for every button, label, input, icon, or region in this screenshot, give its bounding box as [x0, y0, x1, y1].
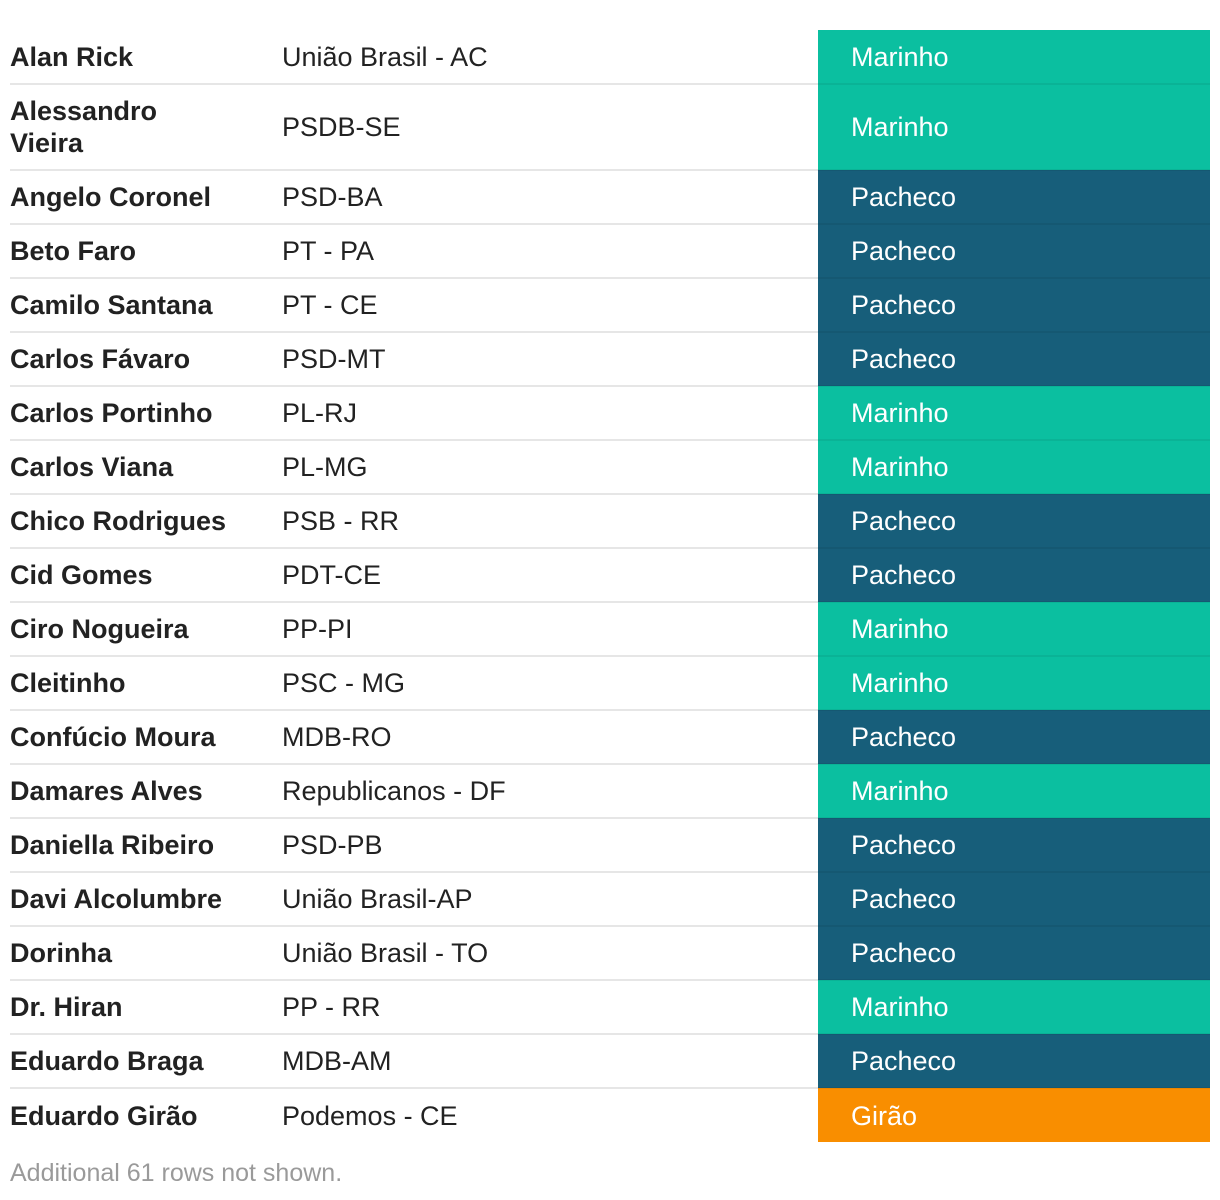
vote-cell: Marinho — [818, 440, 1210, 495]
table-row: Eduardo Girão Podemos - CE Girão — [10, 1088, 1210, 1142]
name-cell: Davi Alcolumbre — [10, 872, 282, 927]
party-cell: PP-PI — [282, 602, 818, 657]
table-row: Alan Rick União Brasil - AC Marinho — [10, 30, 1210, 85]
table-row: Carlos Viana PL-MG Marinho — [10, 440, 1210, 495]
name-cell: Cleitinho — [10, 656, 282, 711]
vote-cell: Marinho — [818, 764, 1210, 819]
name-cell: Eduardo Girão — [10, 1100, 198, 1131]
table-row: Daniella Ribeiro PSD-PB Pacheco — [10, 818, 1210, 873]
party-cell: PSB - RR — [282, 494, 818, 549]
party-cell: Podemos - CE — [282, 1100, 458, 1131]
vote-cell: Pacheco — [818, 170, 1210, 225]
table-row: Ciro Nogueira PP-PI Marinho — [10, 602, 1210, 657]
table-row: Damares Alves Republicanos - DF Marinho — [10, 764, 1210, 819]
name-cell: Alessandro Vieira — [10, 84, 282, 171]
party-cell: MDB-RO — [282, 710, 818, 765]
table-row: Angelo Coronel PSD-BA Pacheco — [10, 170, 1210, 225]
name-cell: Camilo Santana — [10, 278, 282, 333]
name-cell: Angelo Coronel — [10, 170, 282, 225]
name-cell: Carlos Fávaro — [10, 332, 282, 387]
vote-cell: Pacheco — [818, 1034, 1210, 1089]
vote-cell: Marinho — [818, 980, 1210, 1035]
name-cell: Damares Alves — [10, 764, 282, 819]
party-cell: PSD-MT — [282, 332, 818, 387]
vote-cell: Pacheco — [818, 332, 1210, 387]
party-cell: MDB-AM — [282, 1034, 818, 1089]
name-cell: Eduardo Braga — [10, 1034, 282, 1089]
party-cell: PDT-CE — [282, 548, 818, 603]
party-cell: União Brasil-AP — [282, 872, 818, 927]
table-row: Chico Rodrigues PSB - RR Pacheco — [10, 494, 1210, 549]
party-cell: PSD-PB — [282, 818, 818, 873]
vote-cell: Pacheco — [818, 494, 1210, 549]
name-cell: Alan Rick — [10, 30, 282, 85]
name-cell: Dorinha — [10, 926, 282, 981]
party-cell: União Brasil - TO — [282, 926, 818, 981]
table-row: Dorinha União Brasil - TO Pacheco — [10, 926, 1210, 981]
vote-cell: Pacheco — [818, 278, 1210, 333]
vote-cell: Pacheco — [818, 818, 1210, 873]
party-cell: PT - CE — [282, 278, 818, 333]
party-cell: PT - PA — [282, 224, 818, 279]
party-cell: Republicanos - DF — [282, 764, 818, 819]
name-cell: Ciro Nogueira — [10, 602, 282, 657]
name-cell: Carlos Portinho — [10, 386, 282, 441]
party-cell: União Brasil - AC — [282, 30, 818, 85]
vote-cell: Pacheco — [818, 548, 1210, 603]
vote-cell: Marinho — [818, 386, 1210, 441]
vote-cell: Marinho — [818, 602, 1210, 657]
party-cell: PL-MG — [282, 440, 818, 495]
senators-table: Alan Rick União Brasil - AC Marinho Alessan… — [10, 30, 1210, 1142]
party-cell: PL-RJ — [282, 386, 818, 441]
table-row: Alessandro Vieira PSDB-SE Marinho — [10, 84, 1210, 171]
table-row: Davi Alcolumbre União Brasil-AP Pacheco — [10, 872, 1210, 927]
vote-cell: Pacheco — [818, 710, 1210, 765]
vote-cell: Pacheco — [818, 926, 1210, 981]
vote-cell: Marinho — [818, 30, 1210, 85]
table-row: Dr. Hiran PP - RR Marinho — [10, 980, 1210, 1035]
vote-cell: Marinho — [818, 84, 1210, 171]
vote-cell: Pacheco — [818, 224, 1210, 279]
name-cell: Beto Faro — [10, 224, 282, 279]
vote-cell: Pacheco — [818, 872, 1210, 927]
footer-note: Additional 61 rows not shown. — [10, 1159, 343, 1187]
table-row: Camilo Santana PT - CE Pacheco — [10, 278, 1210, 333]
table-row: Eduardo Braga MDB-AM Pacheco — [10, 1034, 1210, 1089]
table-row: Confúcio Moura MDB-RO Pacheco — [10, 710, 1210, 765]
table-row: Carlos Fávaro PSD-MT Pacheco — [10, 332, 1210, 387]
table-row: Cleitinho PSC - MG Marinho — [10, 656, 1210, 711]
table-row: Carlos Portinho PL-RJ Marinho — [10, 386, 1210, 441]
vote-cell: Marinho — [818, 656, 1210, 711]
name-cell: Daniella Ribeiro — [10, 818, 282, 873]
vote-cell: Girão — [818, 1088, 1210, 1142]
party-cell: PSC - MG — [282, 656, 818, 711]
table-row: Beto Faro PT - PA Pacheco — [10, 224, 1210, 279]
party-cell: PSD-BA — [282, 170, 818, 225]
name-cell: Chico Rodrigues — [10, 494, 282, 549]
name-cell: Confúcio Moura — [10, 710, 282, 765]
party-cell: PP - RR — [282, 980, 818, 1035]
party-cell: PSDB-SE — [282, 84, 818, 171]
name-cell: Dr. Hiran — [10, 980, 282, 1035]
name-cell: Carlos Viana — [10, 440, 282, 495]
name-cell: Cid Gomes — [10, 548, 282, 603]
table-row: Cid Gomes PDT-CE Pacheco — [10, 548, 1210, 603]
